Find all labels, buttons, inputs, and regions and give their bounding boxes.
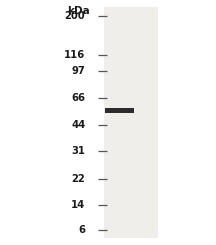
- Text: kDa: kDa: [67, 6, 90, 16]
- Text: 97: 97: [71, 66, 85, 76]
- Text: 44: 44: [71, 120, 85, 130]
- Text: 14: 14: [71, 200, 85, 209]
- Text: 31: 31: [71, 146, 85, 156]
- Text: 116: 116: [64, 50, 85, 60]
- Bar: [104, 7, 158, 238]
- Bar: [105, 108, 134, 113]
- Text: 22: 22: [71, 174, 85, 184]
- Text: 66: 66: [71, 93, 85, 103]
- Text: 200: 200: [65, 11, 85, 21]
- Text: 6: 6: [78, 225, 85, 235]
